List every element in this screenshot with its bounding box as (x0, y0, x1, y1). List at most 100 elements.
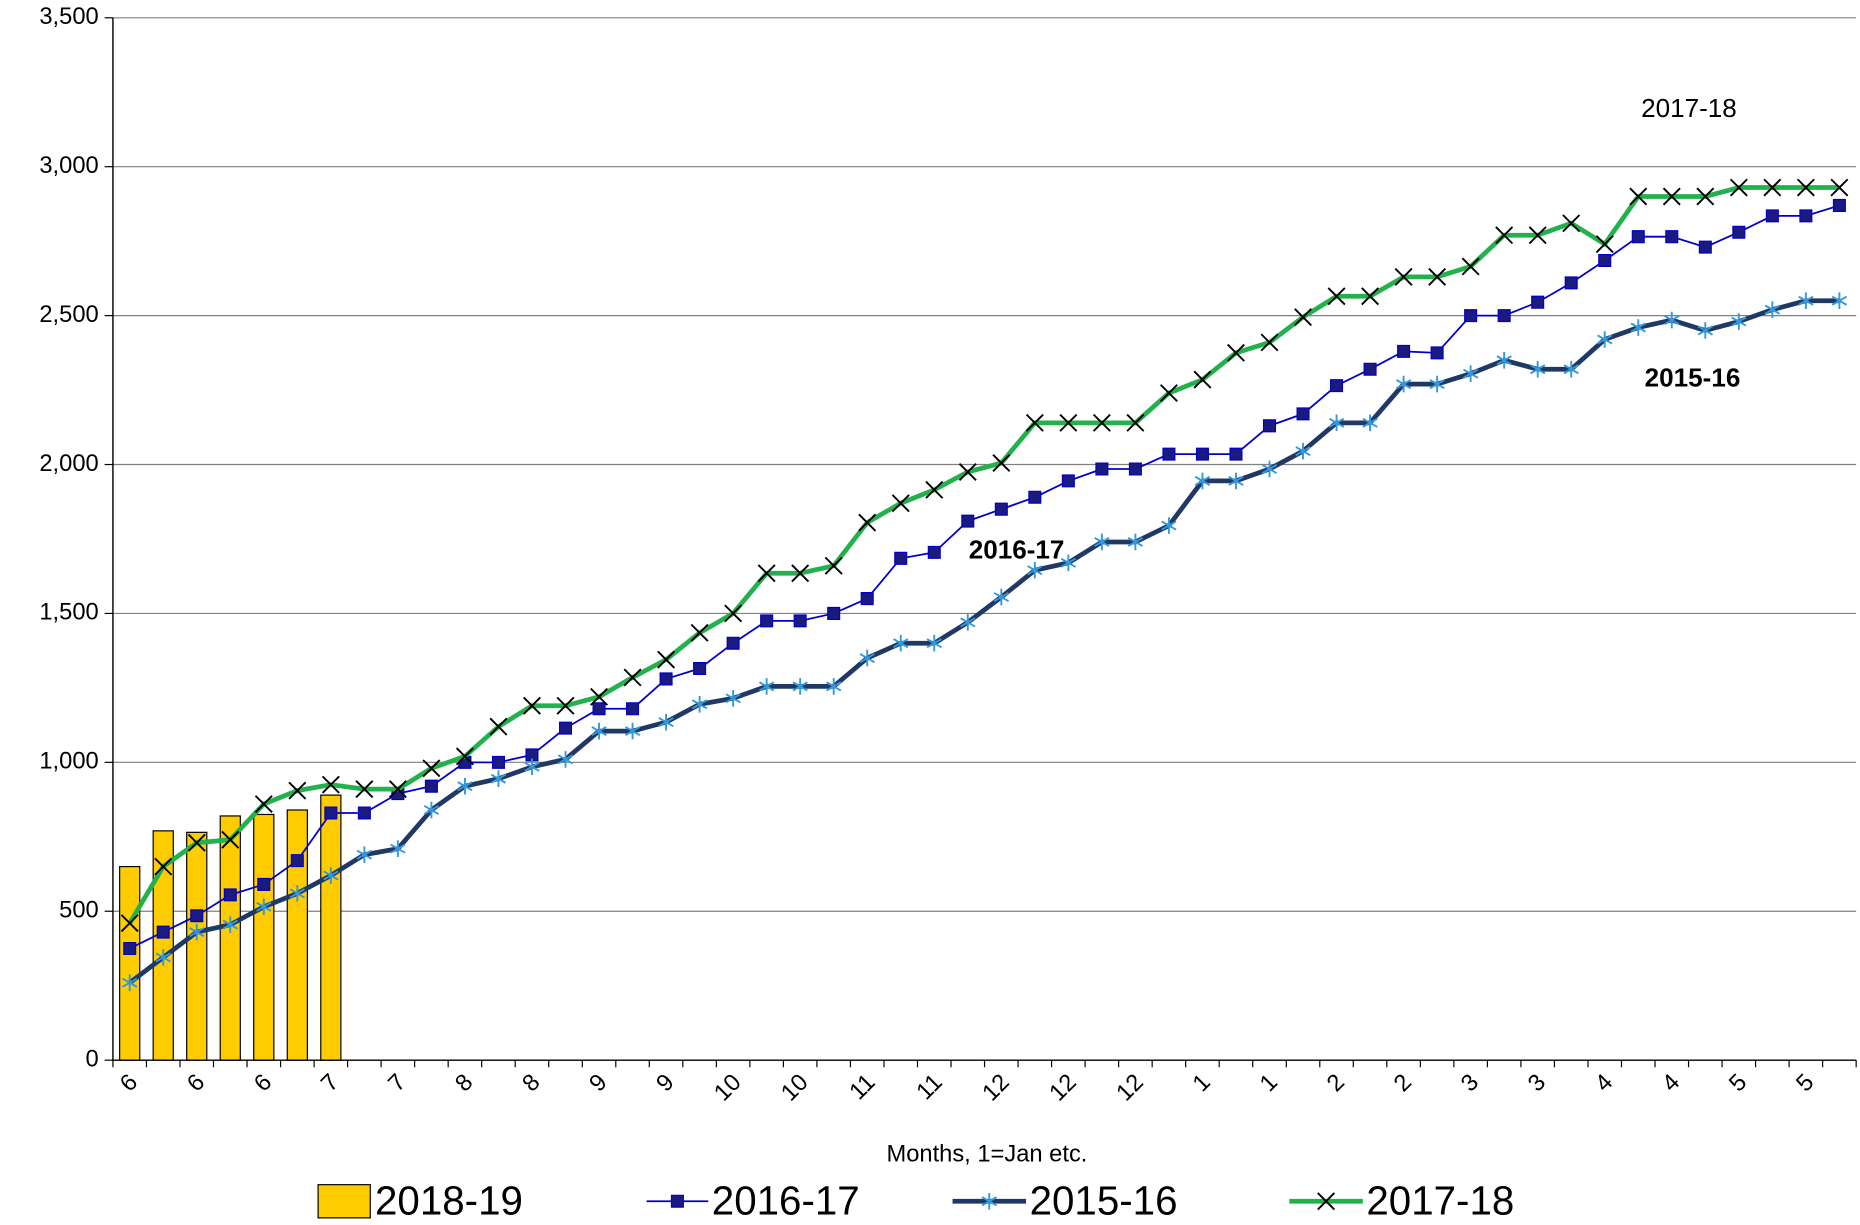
marker (155, 949, 171, 966)
marker (1363, 362, 1377, 376)
marker (1697, 322, 1713, 339)
legend-label: 2018-19 (375, 1178, 523, 1223)
marker (525, 748, 539, 762)
marker (491, 755, 505, 769)
marker (557, 751, 574, 768)
marker (690, 623, 709, 642)
marker (1430, 346, 1444, 360)
x-tick-label: 2 (1322, 1069, 1350, 1097)
marker (1262, 419, 1277, 433)
marker (1027, 561, 1043, 579)
marker (1497, 309, 1511, 323)
marker (120, 914, 139, 933)
marker (1796, 178, 1815, 197)
marker (190, 909, 204, 923)
x-tick-label: 8 (451, 1069, 479, 1097)
marker (1698, 240, 1712, 254)
line (127, 185, 1840, 925)
marker (1128, 462, 1142, 476)
marker (859, 649, 875, 667)
x-tick-label: 12 (978, 1069, 1015, 1106)
line (128, 298, 1840, 985)
marker (1061, 474, 1075, 488)
legend-marker (1317, 1192, 1336, 1211)
legend-label: 2016-17 (712, 1178, 860, 1223)
legend-marker (981, 1192, 997, 1210)
x-axis-label: Months, 1=Jan etc. (886, 1141, 1087, 1167)
x-tick-label: 2 (1389, 1069, 1417, 1097)
marker (1562, 214, 1581, 233)
marker (187, 833, 206, 852)
marker (827, 606, 841, 620)
legend-marker (670, 1194, 684, 1208)
marker (1092, 413, 1111, 432)
marker (424, 779, 438, 793)
marker (992, 454, 1011, 473)
marker (1095, 462, 1109, 476)
marker (858, 513, 877, 532)
marker (1428, 267, 1447, 286)
marker (725, 690, 741, 707)
marker (1664, 311, 1680, 329)
marker (726, 636, 740, 650)
marker (1395, 375, 1412, 393)
marker (893, 634, 909, 652)
bar (320, 794, 342, 1061)
legend-label: 2017-18 (1366, 1178, 1514, 1223)
marker (388, 780, 407, 799)
legend-item: 2015-16 (952, 1178, 1178, 1223)
marker (927, 545, 941, 559)
bar (119, 865, 141, 1061)
marker (1327, 287, 1346, 306)
marker (691, 695, 708, 713)
marker (357, 806, 371, 820)
marker (1159, 384, 1178, 403)
marker (960, 614, 976, 631)
x-tick-label: 4 (1590, 1069, 1618, 1097)
marker (1798, 292, 1814, 310)
marker (1563, 360, 1579, 378)
marker (792, 678, 808, 695)
marker (1595, 235, 1614, 254)
marker (490, 770, 507, 788)
marker (1764, 301, 1781, 318)
marker (1094, 533, 1110, 551)
marker (1731, 313, 1747, 330)
x-tick-label: 8 (518, 1069, 546, 1097)
marker (760, 614, 774, 628)
marker (355, 780, 374, 799)
marker (1665, 230, 1679, 244)
marker (1296, 407, 1310, 421)
marker (1126, 413, 1145, 432)
x-tick-label: 6 (115, 1069, 143, 1097)
marker (757, 564, 776, 583)
marker (1162, 447, 1176, 461)
marker (894, 551, 908, 565)
marker (1631, 230, 1645, 244)
marker (1461, 257, 1480, 276)
marker (826, 678, 842, 695)
marker (1161, 517, 1177, 534)
marker (324, 806, 338, 820)
marker (457, 777, 473, 795)
marker (1361, 287, 1380, 306)
marker (724, 604, 743, 623)
marker (1295, 442, 1311, 460)
marker (623, 668, 642, 687)
marker (592, 702, 606, 716)
x-tick-label: 1 (1255, 1069, 1283, 1097)
x-tick-label: 4 (1657, 1069, 1685, 1097)
legend-swatch (317, 1184, 371, 1219)
marker (891, 494, 910, 513)
y-tick-label: 2,000 (39, 451, 98, 477)
marker (122, 974, 138, 992)
marker (223, 888, 237, 902)
marker (1530, 360, 1546, 378)
marker (1732, 225, 1746, 239)
marker (758, 678, 775, 695)
marker (423, 801, 440, 819)
marker (1630, 319, 1646, 336)
marker (1330, 379, 1344, 393)
marker (1831, 292, 1848, 310)
